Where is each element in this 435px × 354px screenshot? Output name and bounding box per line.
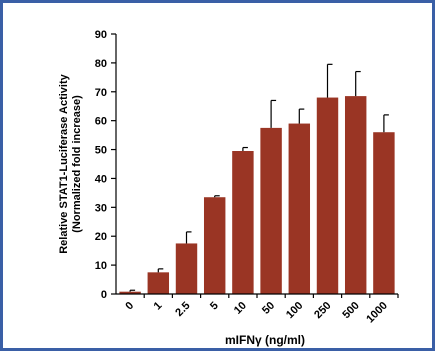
x-tick-label: 50 (260, 300, 277, 317)
y-tick-label: 0 (101, 289, 107, 301)
bar-5 (203, 197, 226, 294)
bar-2.5 (175, 243, 198, 294)
x-axis-title: mIFNγ (ng/ml) (225, 333, 305, 347)
bar-1 (147, 272, 170, 294)
x-tick-label: 1 (152, 300, 165, 313)
y-axis-title-line1: Relative STAT1-Luciferase Activity (58, 73, 70, 253)
y-tick-label: 30 (95, 202, 107, 214)
y-tick-label: 50 (95, 145, 107, 157)
y-tick-label: 10 (95, 260, 107, 272)
y-tick-label: 80 (95, 58, 107, 70)
x-tick-label: 1000 (364, 300, 390, 326)
bar-1000 (373, 132, 395, 294)
error-bars (129, 63, 389, 292)
y-axis-ticks: 0 10 20 30 40 50 60 70 80 90 (95, 29, 116, 301)
bar-50 (260, 127, 282, 294)
x-tick-label: 500 (340, 300, 361, 321)
y-tick-label: 40 (95, 173, 107, 185)
y-tick-label: 60 (95, 116, 107, 128)
bar-250 (316, 97, 339, 294)
x-tick-label: 10 (232, 300, 249, 317)
x-tick-label: 2.5 (173, 300, 192, 319)
bar-10 (232, 151, 254, 294)
bar-100 (288, 123, 311, 294)
y-tick-label: 70 (95, 87, 107, 99)
x-tick-label: 100 (284, 300, 305, 321)
x-tick-label: 0 (123, 300, 136, 313)
y-axis-title-line2: (Normalized fold increase) (71, 95, 83, 233)
bars (119, 96, 395, 294)
bar-0 (119, 291, 141, 294)
x-tick-label: 250 (312, 300, 333, 321)
x-axis-ticks: 0 1 2.5 5 10 50 100 250 500 1000 (123, 294, 399, 326)
bar-chart: 0 10 20 30 40 50 60 70 80 90 0 1 2.5 5 10 50 100 250 500 1… (58, 29, 399, 347)
x-tick-label: 5 (208, 300, 221, 313)
bar-500 (344, 96, 367, 294)
y-tick-label: 90 (95, 29, 107, 41)
y-tick-label: 20 (95, 231, 107, 243)
